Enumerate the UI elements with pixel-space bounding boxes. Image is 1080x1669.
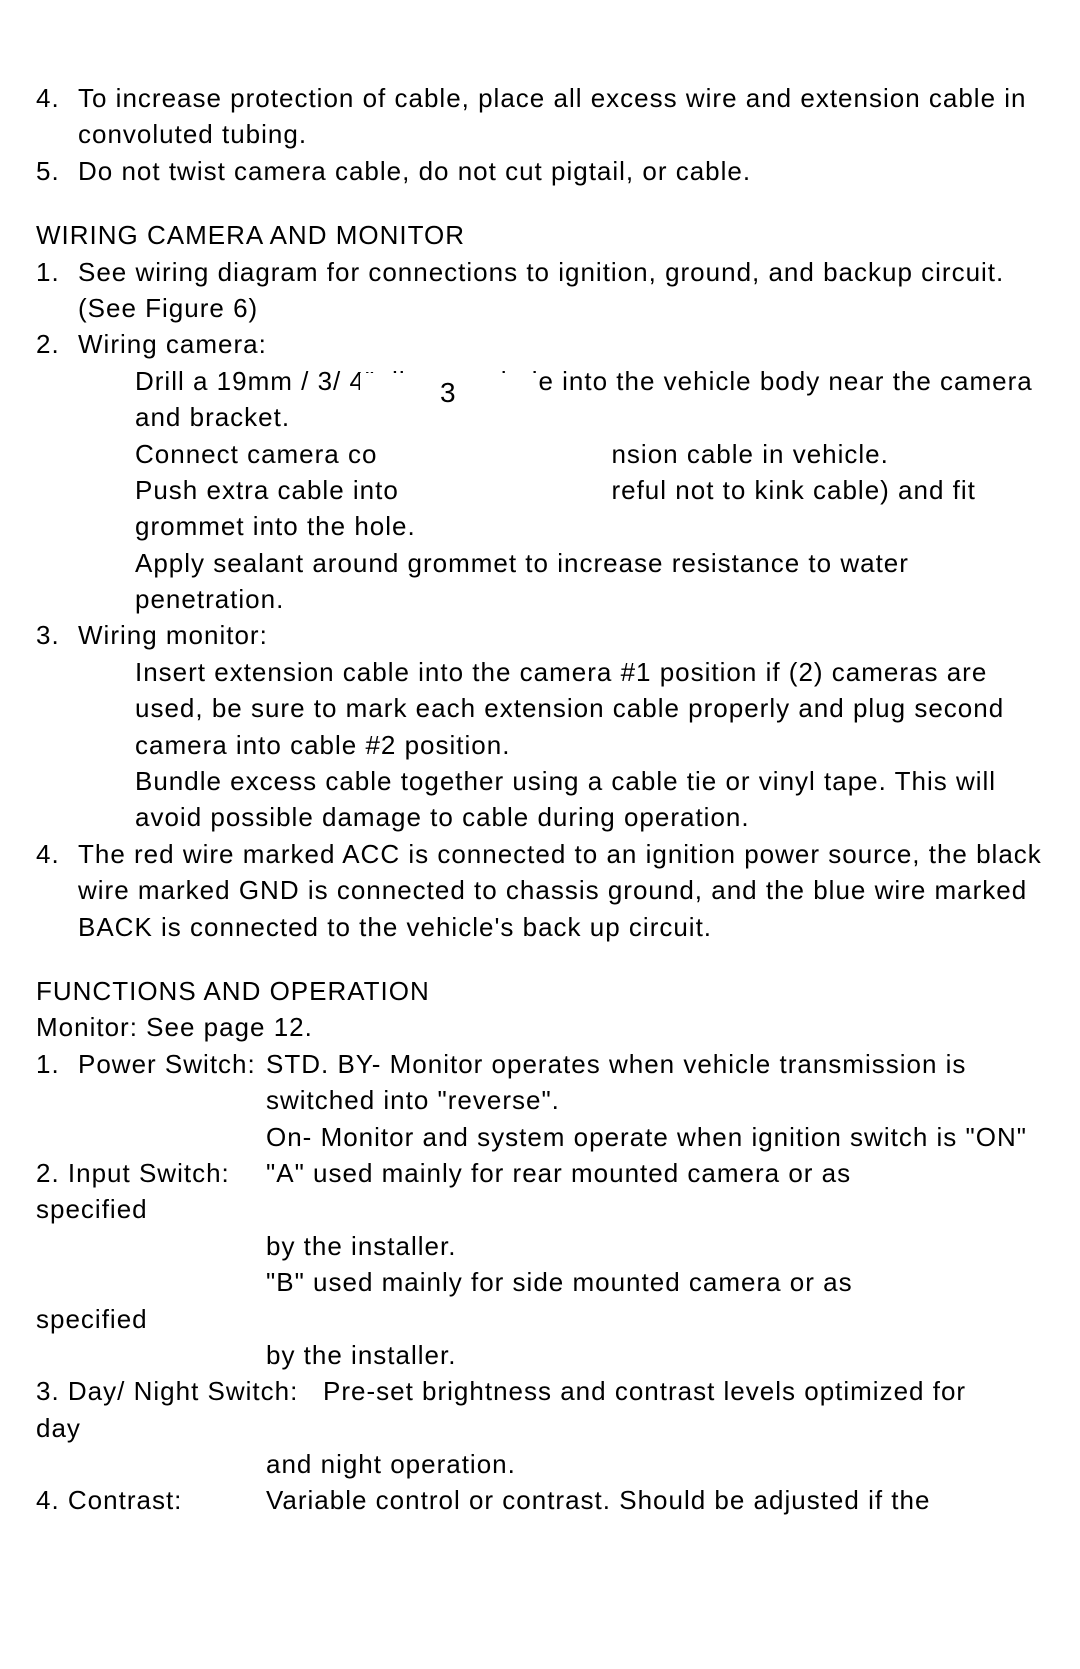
list-text: To increase protection of cable, place a… bbox=[78, 80, 1050, 153]
wiring-3-sub1: Insert extension cable into the camera #… bbox=[135, 654, 1050, 763]
wiring-3-sub2: Bundle excess cable together using a cab… bbox=[135, 763, 1050, 836]
list-number: 5. bbox=[36, 153, 78, 189]
list-item-5: 5. Do not twist camera cable, do not cut… bbox=[36, 153, 1050, 189]
contrast-label: 4. Contrast: bbox=[36, 1482, 266, 1518]
functions-intro: Monitor: See page 12. bbox=[36, 1009, 1050, 1045]
text-fragment-left: Push extra cable into bbox=[135, 472, 420, 508]
list-number: 4. bbox=[36, 836, 78, 945]
input-switch-text-b: "B" used mainly for side mounted camera … bbox=[266, 1264, 1050, 1300]
list-number: 4. bbox=[36, 80, 78, 153]
day-night-label: 3. Day/ Night Switch: bbox=[36, 1376, 298, 1406]
power-switch-label: Power Switch: bbox=[78, 1046, 266, 1119]
wiring-item-3: 3. Wiring monitor: bbox=[36, 617, 1050, 653]
list-number: 1. bbox=[36, 254, 78, 327]
wiring-item-4: 4. The red wire marked ACC is connected … bbox=[36, 836, 1050, 945]
text-fragment-left: Connect camera co bbox=[135, 436, 405, 472]
list-item-4: 4. To increase protection of cable, plac… bbox=[36, 80, 1050, 153]
text-fragment-right: nsion cable in vehicle. bbox=[611, 439, 888, 469]
day-night-cont: and night operation. bbox=[266, 1446, 1050, 1482]
dangling-specified-1: specified bbox=[36, 1191, 1050, 1227]
input-switch-label: 2. Input Switch: bbox=[36, 1155, 266, 1191]
functions-row-2a: 2. Input Switch: "A" used mainly for rea… bbox=[36, 1155, 1050, 1191]
dangling-specified-2: specified bbox=[36, 1301, 1050, 1337]
list-text: Wiring monitor: bbox=[78, 617, 1050, 653]
wiring-2-sub4: Apply sealant around grommet to increase… bbox=[135, 545, 1050, 618]
list-number: 3. bbox=[36, 617, 78, 653]
power-switch-text-2: On- Monitor and system operate when igni… bbox=[266, 1119, 1050, 1155]
wiring-2-sub2: Connect camera co nsion cable in vehicle… bbox=[135, 436, 1050, 472]
text-fragment-right: reful not to kink cable) and fit bbox=[611, 475, 975, 505]
list-text: See wiring diagram for connections to ig… bbox=[78, 254, 1050, 327]
dangling-day: day bbox=[36, 1410, 1050, 1446]
day-night-text: Pre-set brightness and contrast levels o… bbox=[323, 1376, 966, 1406]
input-switch-cont-1: by the installer. bbox=[266, 1228, 1050, 1264]
wiring-2-sub3b: grommet into the hole. bbox=[135, 508, 1050, 544]
contrast-text: Variable control or contrast. Should be … bbox=[266, 1482, 1050, 1518]
document-page: 4. To increase protection of cable, plac… bbox=[0, 0, 1080, 1669]
wiring-2-sub3: Push extra cable into reful not to kink … bbox=[135, 472, 1050, 508]
wiring-item-1: 1. See wiring diagram for connections to… bbox=[36, 254, 1050, 327]
list-number: 1. bbox=[36, 1046, 78, 1119]
input-switch-cont-2: by the installer. bbox=[266, 1337, 1050, 1373]
wiring-item-2: 2. Wiring camera: bbox=[36, 326, 1050, 362]
list-number: 2. bbox=[36, 326, 78, 362]
functions-row-1: 1. Power Switch: STD. BY- Monitor operat… bbox=[36, 1046, 1050, 1119]
list-text: Wiring camera: bbox=[78, 326, 1050, 362]
functions-row-4: 4. Contrast: Variable control or contras… bbox=[36, 1482, 1050, 1518]
heading-functions: FUNCTIONS AND OPERATION bbox=[36, 973, 1050, 1009]
heading-wiring: WIRING CAMERA AND MONITOR bbox=[36, 217, 1050, 253]
input-switch-text: "A" used mainly for rear mounted camera … bbox=[266, 1155, 1050, 1191]
functions-row-3: 3. Day/ Night Switch: Pre-set brightness… bbox=[36, 1373, 1050, 1409]
list-text: Do not twist camera cable, do not cut pi… bbox=[78, 153, 1050, 189]
list-text: The red wire marked ACC is connected to … bbox=[78, 836, 1050, 945]
wiring-2-sub1: Drill a 19mm / 3/ 4" diameter hole into … bbox=[135, 363, 1050, 436]
page-number: 3 bbox=[360, 373, 537, 420]
power-switch-text: STD. BY- Monitor operates when vehicle t… bbox=[266, 1046, 1050, 1119]
